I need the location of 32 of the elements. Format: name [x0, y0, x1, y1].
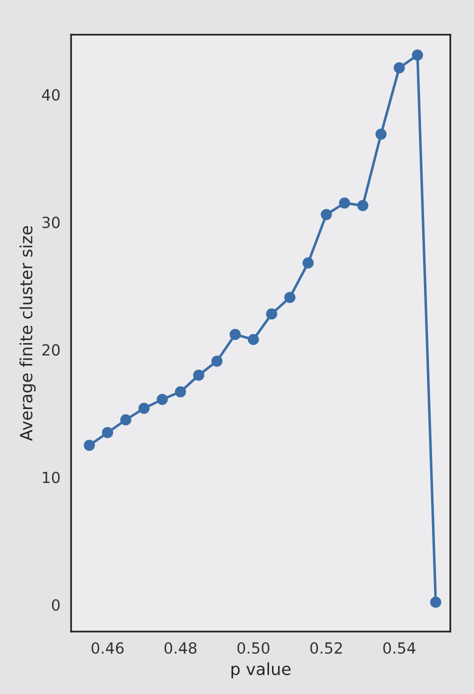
- x-tick-label: 0.52: [310, 642, 342, 654]
- point: [357, 200, 368, 212]
- point: [412, 50, 424, 61]
- point: [102, 427, 114, 438]
- point: [339, 197, 350, 209]
- x-tick-label: 0.48: [164, 642, 196, 654]
- x-tick-label: 0.46: [92, 642, 124, 654]
- point: [284, 292, 296, 303]
- point: [302, 257, 314, 269]
- y-tick-label: 10: [42, 472, 60, 484]
- y-tick-label: 20: [42, 344, 60, 356]
- point: [138, 402, 150, 414]
- x-tick-label: 0.54: [383, 642, 416, 654]
- x-tick-label: 0.50: [237, 642, 270, 654]
- point: [394, 62, 405, 74]
- point: [156, 394, 168, 405]
- point: [211, 356, 222, 367]
- point: [193, 370, 204, 381]
- point: [120, 414, 132, 426]
- point: [375, 128, 387, 140]
- point: [320, 208, 332, 220]
- point: [230, 328, 241, 340]
- point: [174, 386, 186, 398]
- point: [430, 596, 442, 608]
- point: [248, 334, 259, 346]
- y-tick-label: 40: [42, 89, 60, 101]
- point: [84, 440, 95, 451]
- point: [266, 308, 278, 320]
- y-axis-title: Average finite cluster size: [20, 226, 36, 441]
- y-tick-label: 30: [42, 216, 60, 228]
- x-axis-title: p value: [232, 662, 291, 678]
- y-tick-label: 0: [52, 599, 60, 611]
